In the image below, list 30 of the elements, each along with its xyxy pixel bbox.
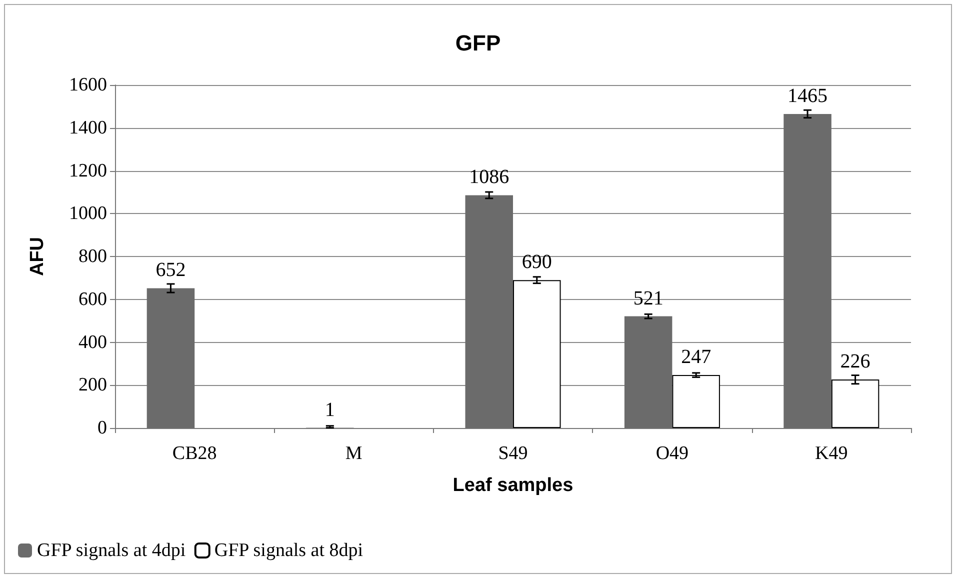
legend-label: GFP signals at 4dpi bbox=[37, 540, 186, 561]
bar bbox=[831, 380, 880, 428]
data-label: 521 bbox=[633, 287, 664, 310]
bar bbox=[513, 280, 561, 428]
data-label: 1086 bbox=[469, 166, 510, 188]
chart-title: GFP bbox=[455, 30, 501, 56]
data-label: 652 bbox=[156, 259, 186, 282]
y-tick-label: 1200 bbox=[69, 160, 107, 182]
x-axis-title: Leaf samples bbox=[452, 475, 574, 496]
y-axis-title: AFU bbox=[27, 236, 48, 276]
data-label: 247 bbox=[681, 346, 712, 368]
x-tick-label: K49 bbox=[815, 443, 848, 464]
data-label: 1465 bbox=[788, 84, 828, 107]
y-tick-label: 200 bbox=[78, 374, 107, 396]
x-tick-label: CB28 bbox=[172, 443, 217, 464]
data-label: 690 bbox=[522, 251, 552, 274]
legend-label: GFP signals at 8dpi bbox=[214, 540, 364, 561]
y-tick-label: 600 bbox=[78, 288, 107, 310]
x-tick-label: O49 bbox=[656, 443, 689, 464]
x-tick-label: S49 bbox=[498, 443, 528, 464]
data-label: 1 bbox=[324, 398, 335, 421]
x-tick-label: M bbox=[345, 443, 362, 464]
y-tick-label: 1600 bbox=[69, 74, 107, 96]
y-tick-label: 0 bbox=[98, 418, 107, 438]
bar bbox=[672, 375, 720, 428]
data-label: 226 bbox=[840, 350, 870, 373]
y-tick-label: 1400 bbox=[69, 117, 107, 138]
y-tick-label: 400 bbox=[78, 332, 107, 353]
y-tick-label: 1000 bbox=[69, 203, 107, 224]
y-tick-label: 800 bbox=[78, 246, 107, 267]
